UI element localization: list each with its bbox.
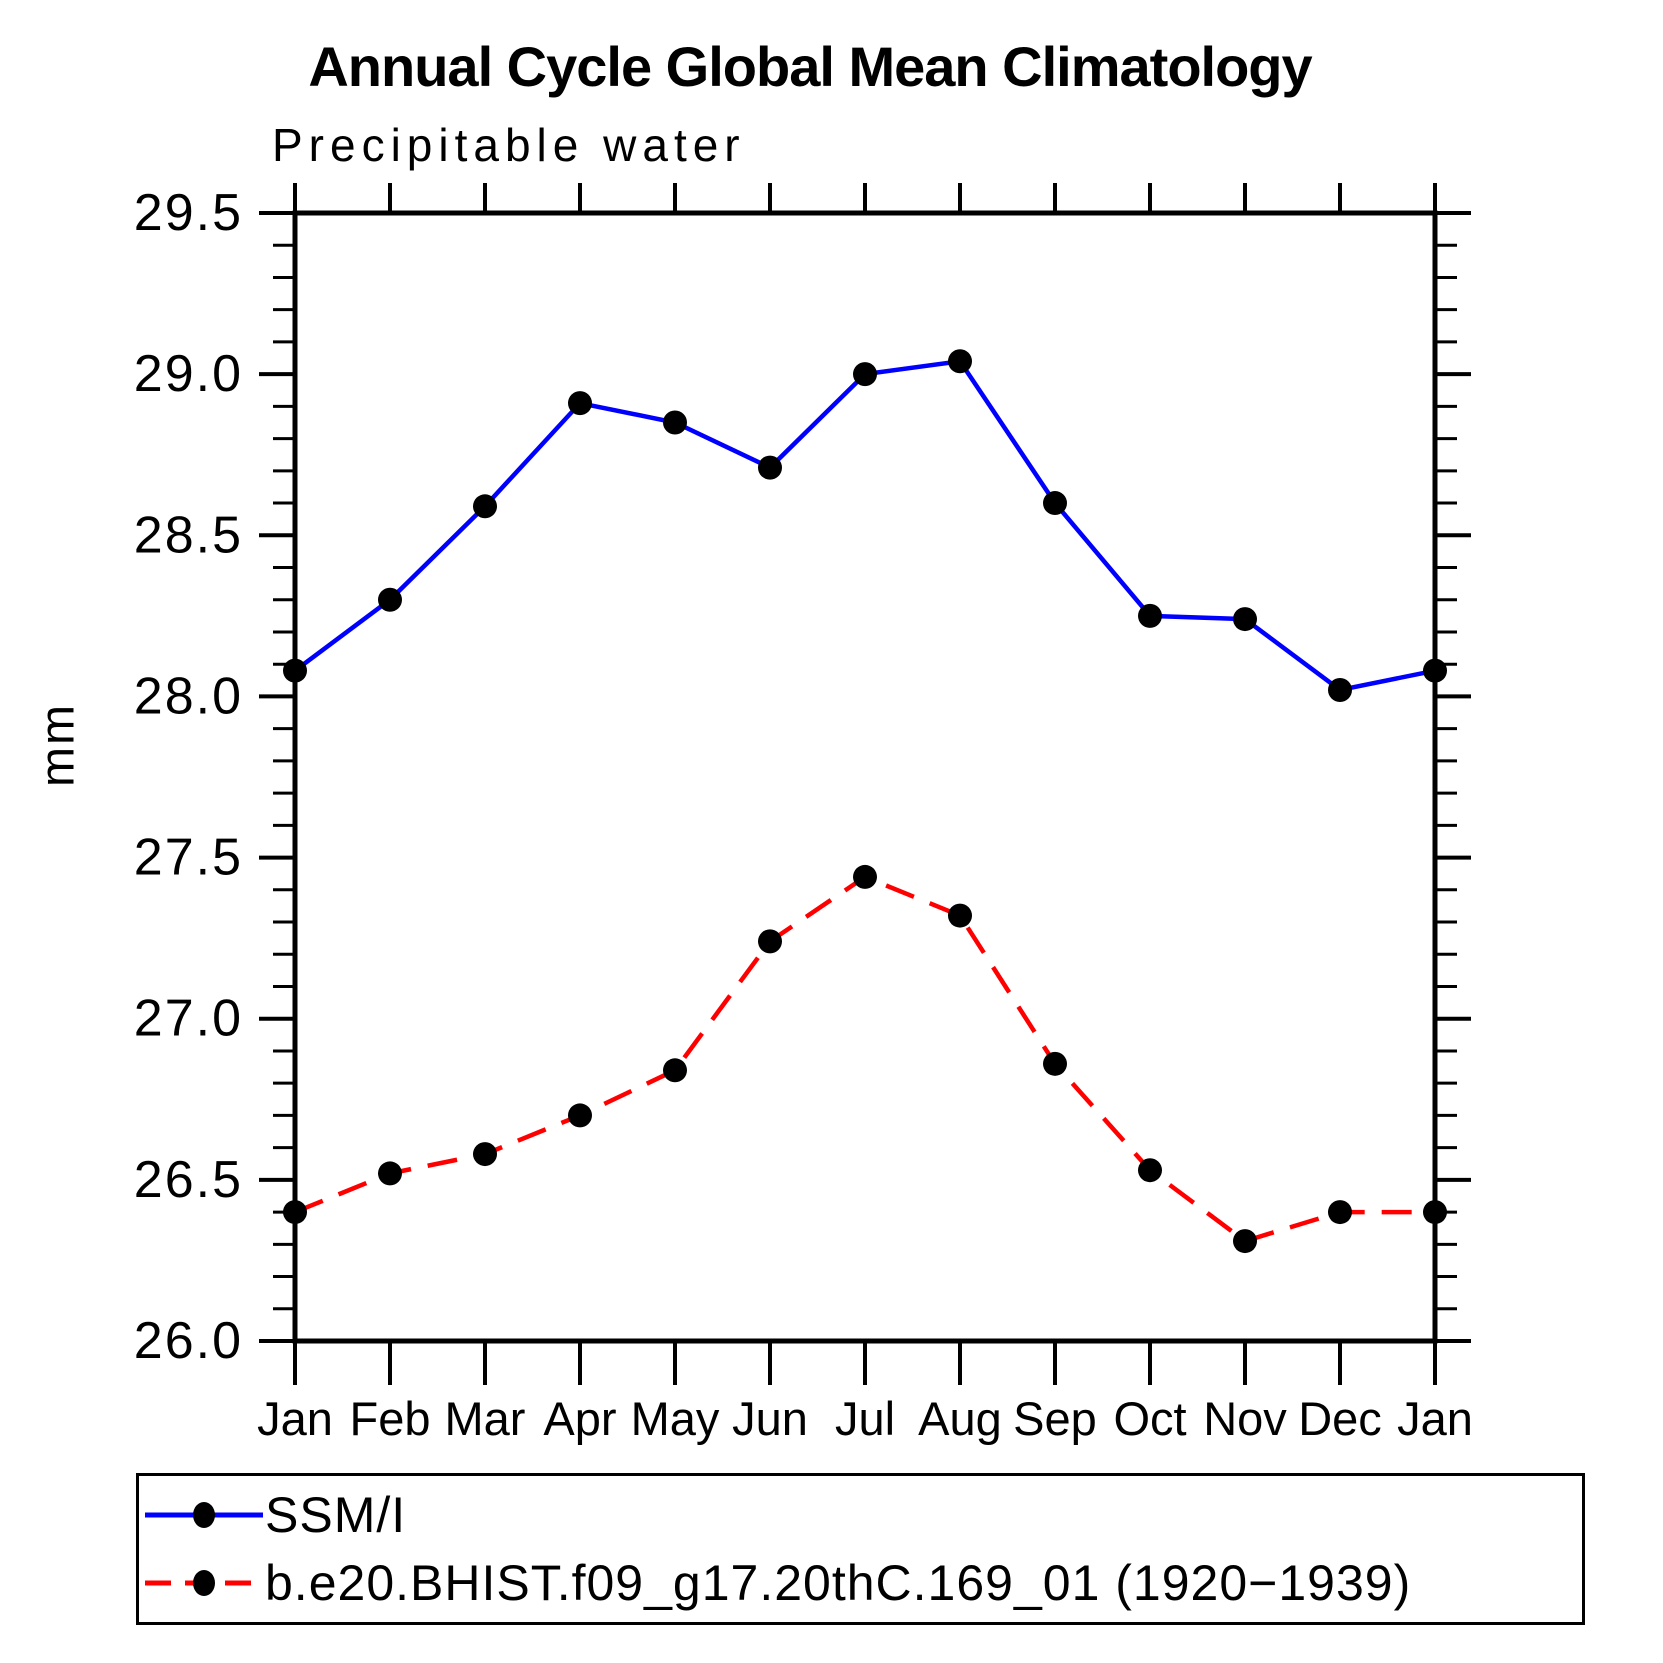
legend-sample-dashed-line-icon <box>145 1570 263 1597</box>
data-point <box>1138 603 1162 628</box>
y-tick-label: 26.0 <box>134 1312 243 1370</box>
data-point <box>283 658 307 683</box>
y-tick-label: 26.5 <box>134 1151 243 1209</box>
data-point <box>1423 1200 1447 1225</box>
y-tick-label: 29.0 <box>134 345 243 403</box>
data-point <box>568 1103 592 1128</box>
x-tick-label: Jan <box>257 1392 333 1445</box>
y-tick-label: 27.0 <box>134 990 243 1048</box>
x-tick-label: Jul <box>835 1392 895 1445</box>
legend-label-model: b.e20.BHIST.f09_g17.20thC.169_01 (1920−1… <box>265 1555 1412 1612</box>
x-tick-label: May <box>631 1392 720 1445</box>
x-tick-label: Apr <box>543 1392 616 1445</box>
x-tick-label: Aug <box>918 1392 1002 1445</box>
data-point <box>568 391 592 416</box>
y-tick-label: 27.5 <box>134 829 243 887</box>
data-point <box>853 864 877 889</box>
data-point <box>283 1200 307 1225</box>
data-point <box>1328 677 1352 702</box>
data-point <box>758 929 782 954</box>
data-point <box>1328 1200 1352 1225</box>
data-point <box>948 903 972 928</box>
y-tick-label: 28.5 <box>134 506 243 564</box>
series-line <box>293 358 1436 693</box>
legend-row-ssmi: SSM/I <box>143 1483 1582 1547</box>
data-point <box>1233 607 1257 632</box>
legend-sample-solid-line-icon <box>145 1501 263 1528</box>
data-point <box>663 1058 687 1083</box>
legend-row-model: b.e20.BHIST.f09_g17.20thC.169_01 (1920−1… <box>143 1551 1582 1615</box>
x-tick-label: Oct <box>1113 1392 1186 1445</box>
data-point <box>1043 1051 1067 1076</box>
x-tick-label: Jun <box>732 1392 808 1445</box>
data-point <box>473 1142 497 1167</box>
x-tick-label: Sep <box>1013 1392 1097 1445</box>
x-tick-label: Nov <box>1203 1392 1287 1445</box>
data-point <box>758 455 782 480</box>
data-point <box>853 362 877 387</box>
data-point <box>1233 1229 1257 1254</box>
data-point <box>1138 1158 1162 1183</box>
x-tick-label: Feb <box>350 1392 431 1445</box>
data-point <box>1423 658 1447 683</box>
x-tick-label: Dec <box>1298 1392 1382 1445</box>
chart-title: Annual Cycle Global Mean Climatology <box>308 35 1312 98</box>
data-point <box>663 410 687 435</box>
data-point <box>378 1161 402 1186</box>
data-point <box>378 587 402 612</box>
data-point <box>473 494 497 519</box>
x-tick-label: Mar <box>445 1392 526 1445</box>
chart-subtitle: Precipitable water <box>272 119 746 171</box>
series-line <box>294 874 1435 1244</box>
legend-box: SSM/I b.e20.BHIST.f09_g17.20thC.169_01 (… <box>136 1473 1585 1625</box>
y-tick-label: 28.0 <box>134 667 243 725</box>
legend-label-ssmi: SSM/I <box>265 1486 407 1543</box>
data-point <box>948 349 972 374</box>
x-tick-label: Jan <box>1397 1392 1473 1445</box>
data-point <box>1043 491 1067 516</box>
y-tick-label: 29.5 <box>134 184 243 242</box>
